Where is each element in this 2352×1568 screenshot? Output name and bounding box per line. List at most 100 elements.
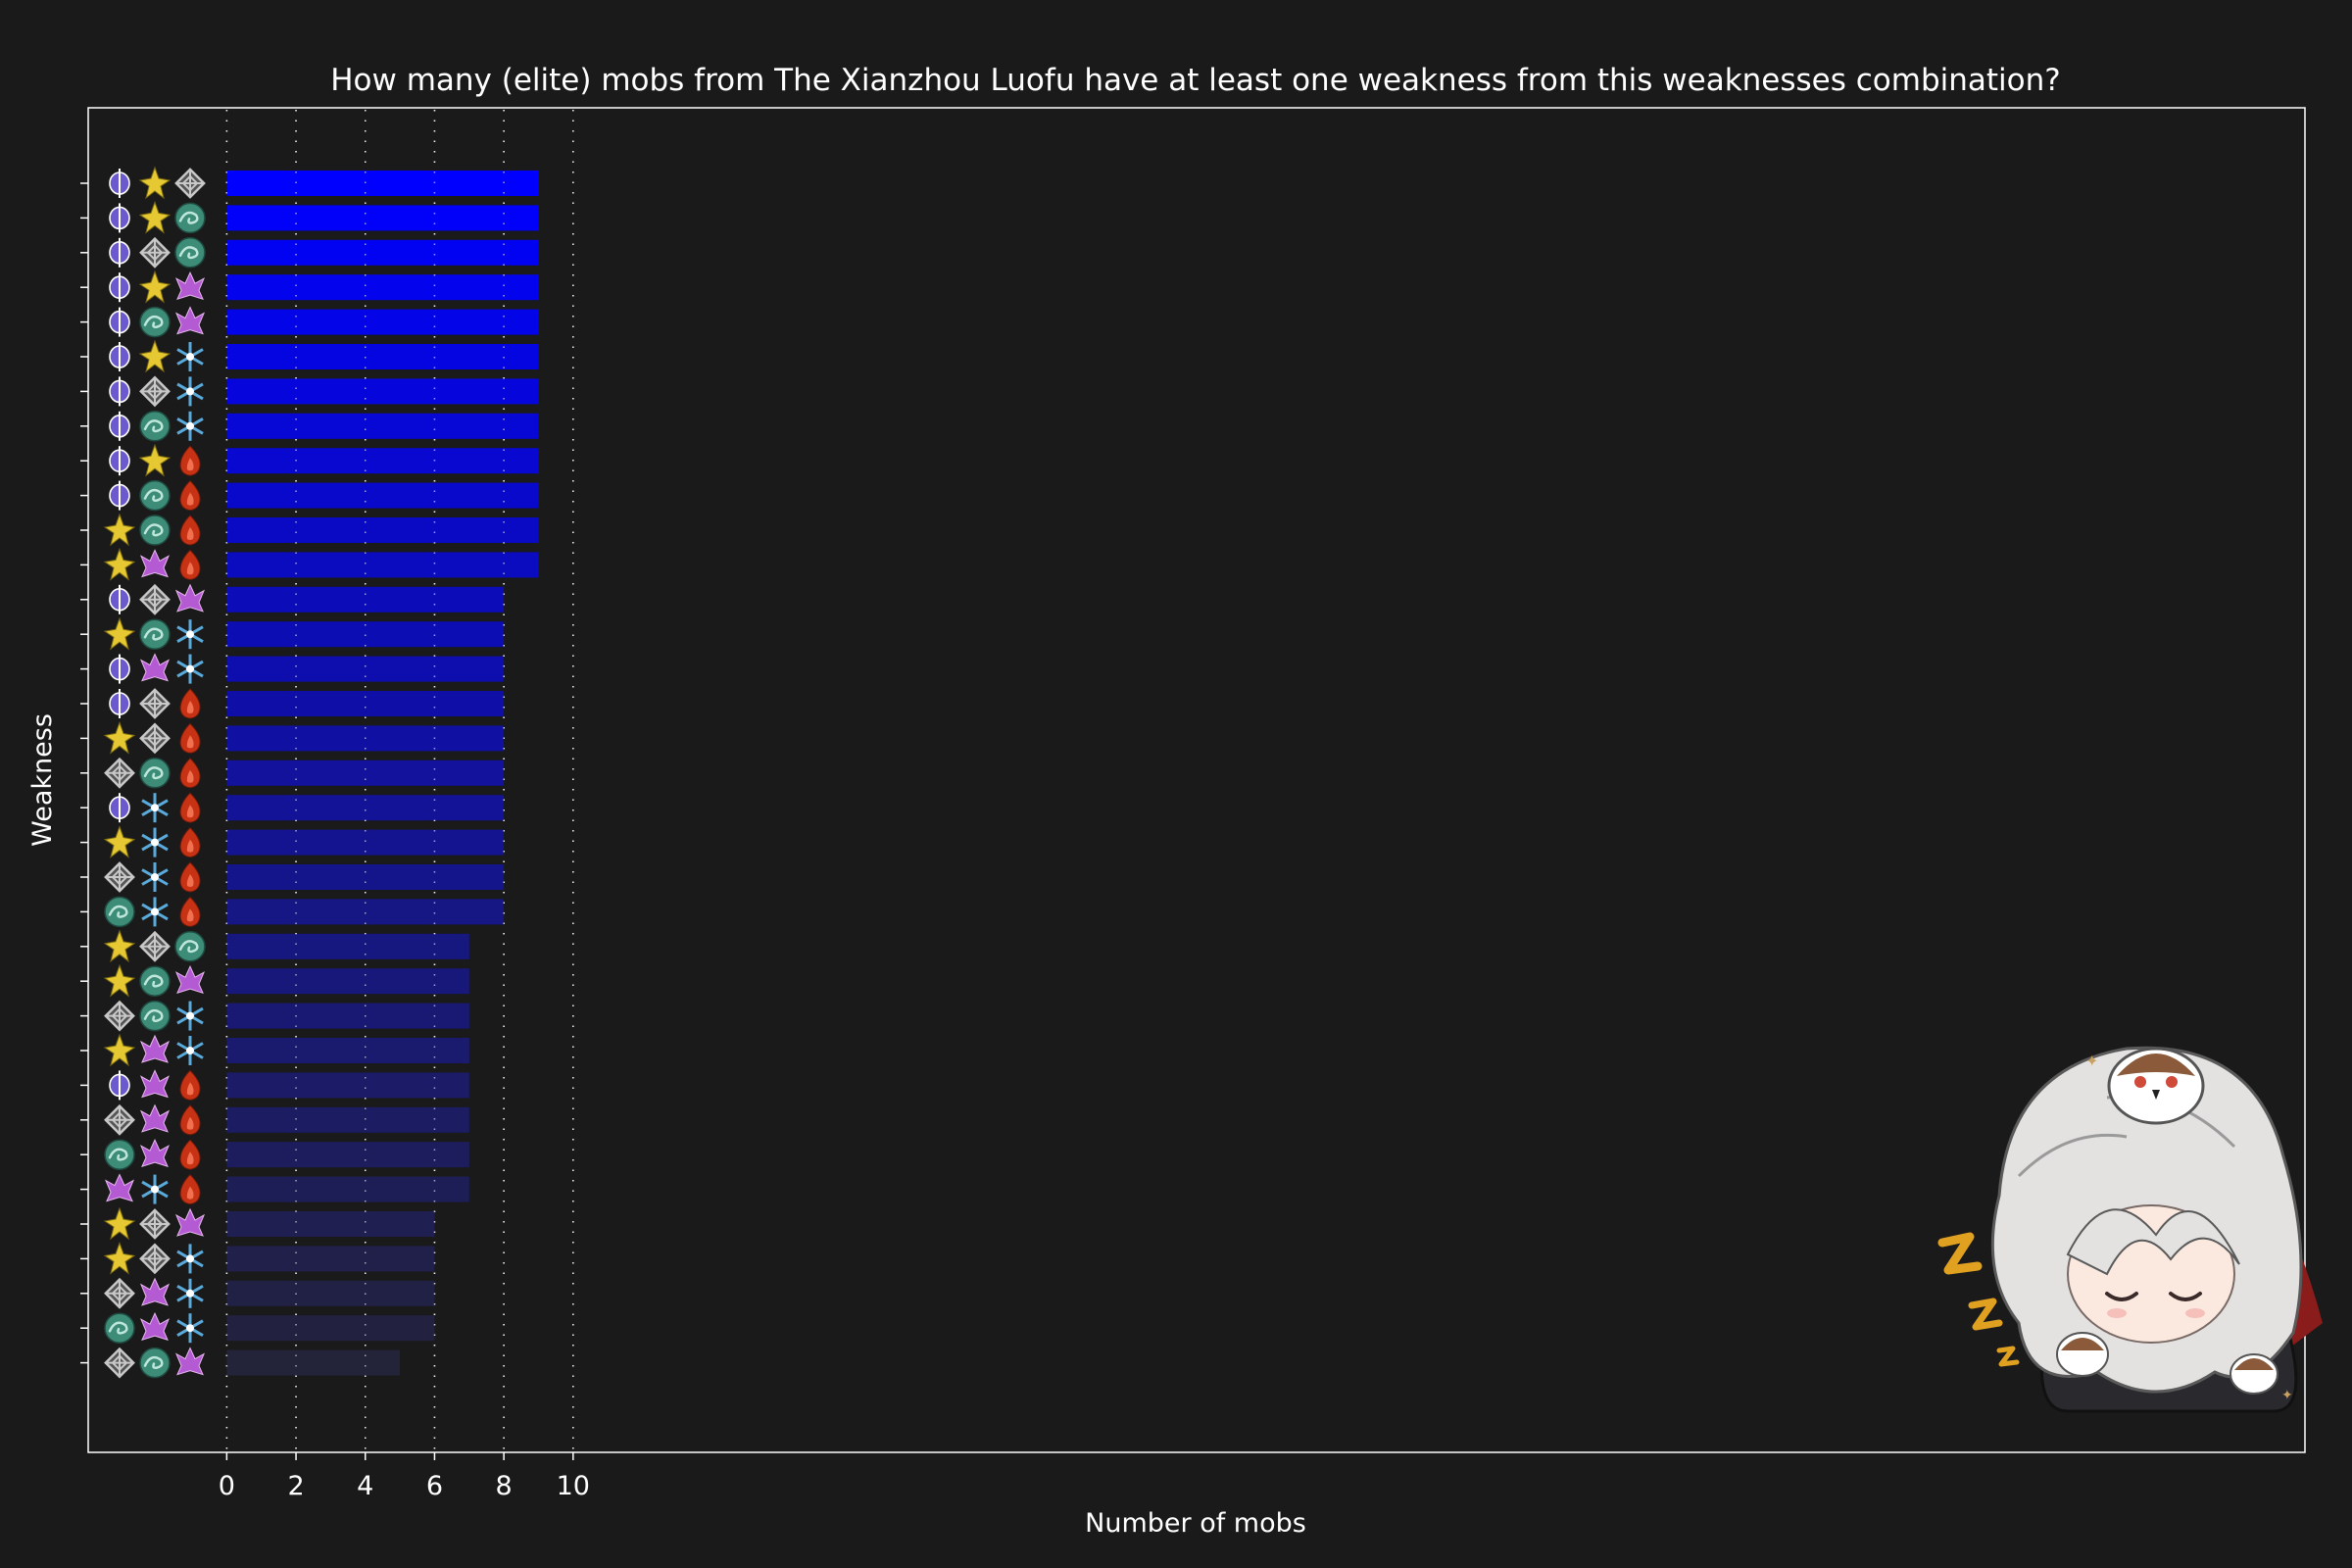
physical-icon xyxy=(139,930,171,962)
lightning-icon xyxy=(174,1207,206,1237)
fire-icon xyxy=(179,1104,201,1136)
bar xyxy=(226,586,505,612)
bar xyxy=(226,274,539,301)
imaginary-icon xyxy=(109,480,130,511)
bar xyxy=(226,1142,469,1168)
wind-icon xyxy=(139,1000,171,1032)
x-tick-label: 4 xyxy=(357,1471,373,1501)
wind-icon xyxy=(139,758,171,789)
imaginary-icon xyxy=(109,689,130,718)
physical-icon xyxy=(139,375,171,408)
wind-icon xyxy=(139,965,171,997)
quantum-icon xyxy=(103,547,136,581)
quantum-icon xyxy=(138,443,172,477)
wind-icon xyxy=(139,479,171,512)
quantum-icon xyxy=(138,200,172,234)
imaginary-icon xyxy=(109,307,130,337)
ice-icon xyxy=(141,1174,169,1204)
physical-icon xyxy=(139,236,171,269)
fire-icon xyxy=(179,861,201,893)
wind-icon xyxy=(139,306,171,338)
wind-icon xyxy=(174,237,206,269)
wind-icon xyxy=(174,202,206,234)
bar xyxy=(226,1106,469,1133)
plot-frame xyxy=(87,107,2306,1453)
lightning-icon xyxy=(139,1138,171,1168)
x-tick-label: 2 xyxy=(287,1471,304,1501)
ice-icon xyxy=(141,862,169,892)
x-tick-label: 10 xyxy=(557,1471,590,1501)
bar xyxy=(226,621,505,648)
lightning-icon xyxy=(104,1173,135,1202)
imaginary-icon xyxy=(109,793,130,823)
ice-icon xyxy=(176,1036,204,1065)
wind-icon xyxy=(104,896,135,928)
fire-icon xyxy=(179,1069,201,1101)
weakness-icons xyxy=(103,166,206,1379)
bar xyxy=(226,968,469,995)
bar xyxy=(226,309,539,335)
quantum-icon xyxy=(103,825,136,858)
bar xyxy=(226,1003,469,1029)
quantum-icon xyxy=(103,616,136,651)
wind-icon xyxy=(139,1347,171,1379)
ice-icon xyxy=(176,1313,204,1344)
fire-icon xyxy=(179,896,201,927)
quantum-icon xyxy=(103,963,136,998)
ice-icon xyxy=(141,827,169,858)
fire-icon xyxy=(179,792,201,823)
bar xyxy=(226,760,505,786)
lightning-icon xyxy=(174,1347,206,1376)
fire-icon xyxy=(179,826,201,858)
bar xyxy=(226,1280,435,1306)
bar xyxy=(226,1315,435,1342)
bar xyxy=(226,1176,469,1202)
imaginary-icon xyxy=(109,411,130,441)
imaginary-icon xyxy=(109,169,130,198)
ice-icon xyxy=(141,793,169,823)
ice-icon xyxy=(176,619,204,650)
bar xyxy=(226,691,505,716)
lightning-icon xyxy=(174,306,206,335)
x-axis-label: Number of mobs xyxy=(1085,1508,1306,1539)
bar xyxy=(226,1072,469,1099)
bar xyxy=(226,448,539,474)
quantum-icon xyxy=(103,929,136,963)
physical-icon xyxy=(139,722,171,755)
quantum-icon xyxy=(138,339,172,373)
bar xyxy=(226,482,539,509)
quantum-icon xyxy=(103,513,136,547)
wind-icon xyxy=(104,1312,135,1344)
fire-icon xyxy=(179,514,201,546)
lightning-icon xyxy=(139,1277,171,1306)
physical-icon xyxy=(139,583,171,615)
bar xyxy=(226,517,539,543)
physical-icon xyxy=(104,1103,135,1136)
bar xyxy=(226,239,539,266)
quantum-icon xyxy=(103,1241,136,1275)
quantum-icon xyxy=(138,166,172,200)
ice-icon xyxy=(176,1278,204,1308)
fire-icon xyxy=(179,1139,201,1170)
imaginary-icon xyxy=(109,376,130,407)
bar xyxy=(226,1246,435,1272)
fire-icon xyxy=(179,479,201,512)
ice-icon xyxy=(176,1244,204,1274)
ice-icon xyxy=(176,1001,204,1031)
bars xyxy=(80,110,574,1450)
ice-icon xyxy=(176,411,204,441)
physical-icon xyxy=(139,1243,171,1275)
bar xyxy=(226,1038,469,1063)
lightning-icon xyxy=(139,549,171,578)
fire-icon xyxy=(179,722,201,754)
fire-icon xyxy=(179,1173,201,1205)
quantum-icon xyxy=(103,1033,136,1067)
lightning-icon xyxy=(139,653,171,682)
physical-icon xyxy=(139,688,171,719)
lightning-icon xyxy=(174,964,206,995)
lightning-icon xyxy=(174,583,206,612)
fire-icon xyxy=(179,445,201,476)
svg-text:✦: ✦ xyxy=(2085,1052,2098,1070)
x-tick-label: 0 xyxy=(219,1471,235,1501)
